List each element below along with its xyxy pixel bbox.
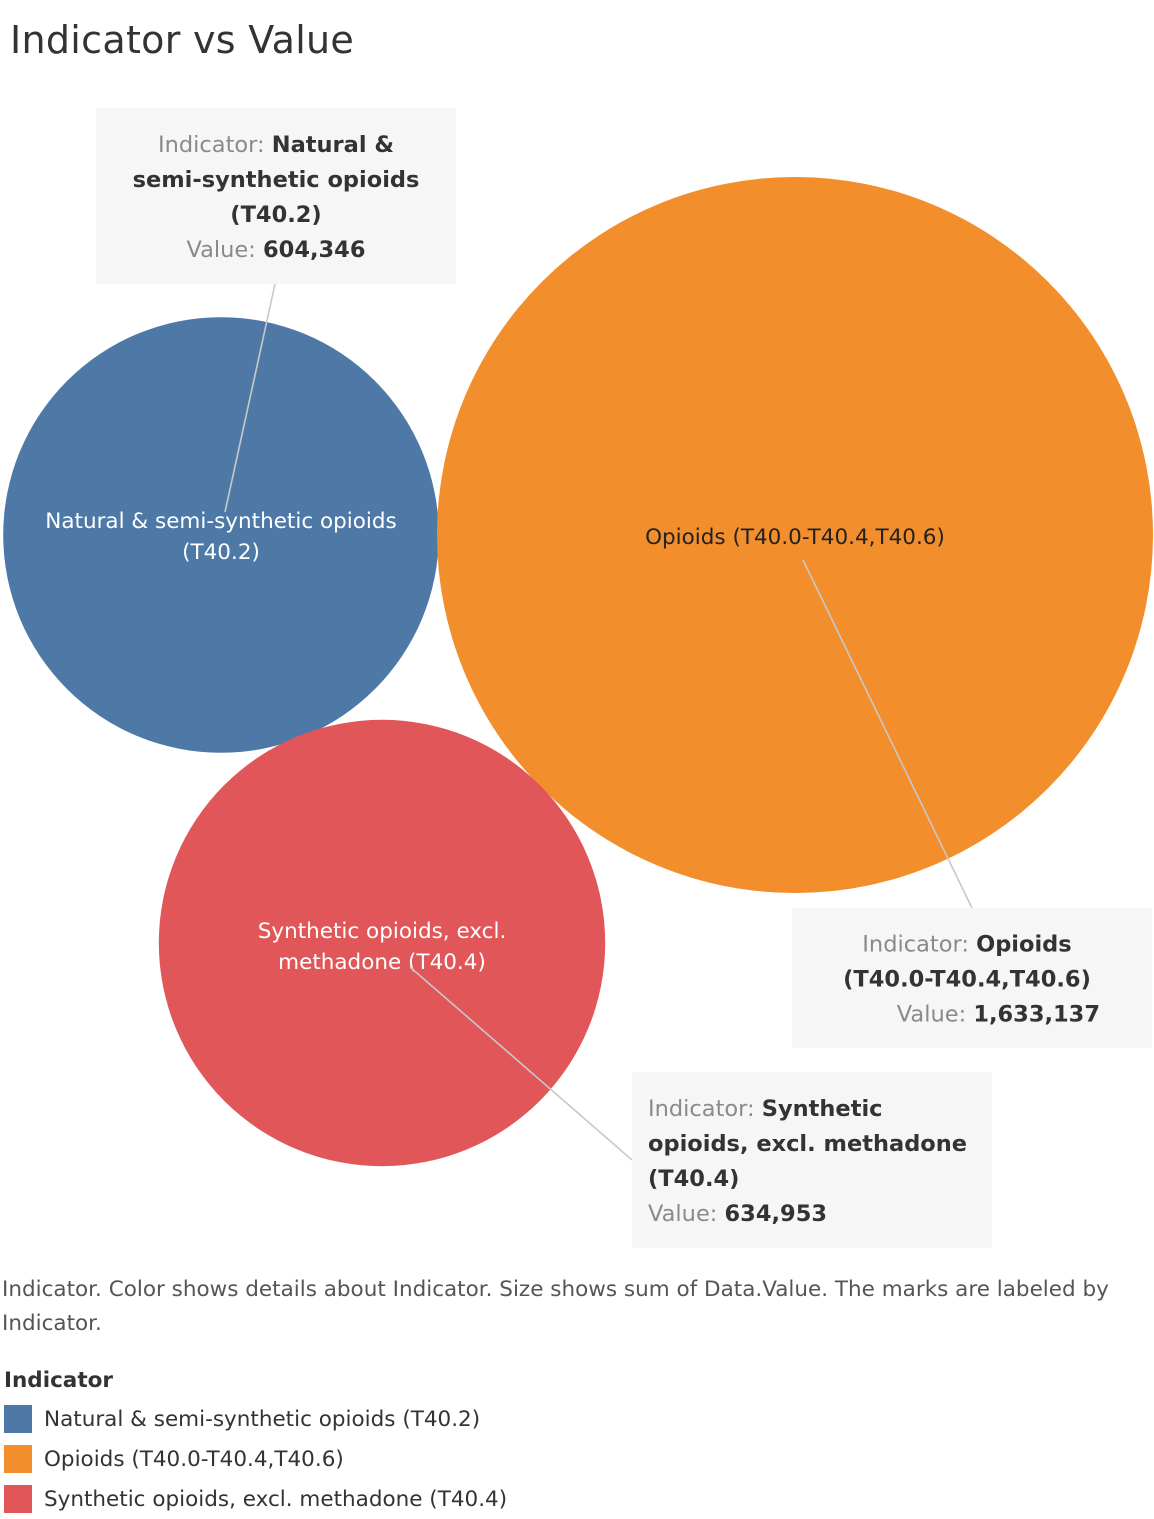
tooltip-text: Value: 1,633,137 bbox=[897, 1002, 1100, 1028]
tooltip-text: (T40.0-T40.4,T40.6) bbox=[843, 967, 1091, 993]
tooltip-text: opioids, excl. methadone bbox=[648, 1131, 967, 1157]
tooltip-text: (T40.2) bbox=[230, 202, 321, 228]
legend-label: Synthetic opioids, excl. methadone (T40.… bbox=[44, 1486, 508, 1512]
legend-item[interactable]: Synthetic opioids, excl. methadone (T40.… bbox=[4, 1479, 507, 1519]
bubble-label: Natural & semi-synthetic opioids bbox=[45, 509, 397, 534]
bubble-label: methadone (T40.4) bbox=[278, 950, 486, 975]
bubble-label: Synthetic opioids, excl. bbox=[258, 919, 507, 944]
bubble-1[interactable] bbox=[437, 177, 1153, 893]
tooltip-text: semi-synthetic opioids bbox=[133, 167, 420, 193]
bubble-2[interactable] bbox=[158, 719, 606, 1167]
chart-caption: Indicator. Color shows details about Ind… bbox=[2, 1277, 1109, 1336]
bubble-0[interactable] bbox=[3, 317, 439, 753]
tooltip-text: Indicator: Synthetic bbox=[648, 1096, 883, 1122]
legend-swatch bbox=[4, 1445, 32, 1473]
legend-label: Natural & semi-synthetic opioids (T40.2) bbox=[44, 1406, 481, 1432]
bubble-chart: Natural & semi-synthetic opioids (T40.2) O… bbox=[3, 108, 1153, 1248]
chart-title: Indicator vs Value bbox=[10, 18, 355, 62]
legend-swatch bbox=[4, 1485, 32, 1513]
callout-line bbox=[802, 559, 973, 909]
legend-title: Indicator bbox=[4, 1368, 113, 1393]
callout-line bbox=[224, 283, 276, 513]
legend-item[interactable]: Natural & semi-synthetic opioids (T40.2) bbox=[4, 1399, 507, 1439]
tooltip-box bbox=[792, 908, 1152, 1048]
tooltip-box bbox=[96, 108, 456, 284]
tooltip-text: (T40.4) bbox=[648, 1166, 739, 1192]
tooltip-text: Value: 604,346 bbox=[186, 237, 365, 263]
tooltip-text: Indicator: Opioids bbox=[862, 932, 1071, 958]
legend: Indicator Natural & semi-synthetic opioi… bbox=[4, 1368, 507, 1519]
bubble-label: (T40.2) bbox=[182, 540, 260, 565]
tooltip-text: Indicator: Natural & bbox=[158, 132, 394, 158]
tooltip-text: Value: 634,953 bbox=[648, 1201, 827, 1227]
tooltip-box bbox=[632, 1072, 992, 1248]
legend-item[interactable]: Opioids (T40.0-T40.4,T40.6) bbox=[4, 1439, 507, 1479]
legend-label: Opioids (T40.0-T40.4,T40.6) bbox=[44, 1446, 344, 1472]
callout-line bbox=[409, 966, 633, 1161]
legend-swatch bbox=[4, 1405, 32, 1433]
bubble-label: Opioids (T40.0-T40.4,T40.6) bbox=[645, 525, 945, 550]
